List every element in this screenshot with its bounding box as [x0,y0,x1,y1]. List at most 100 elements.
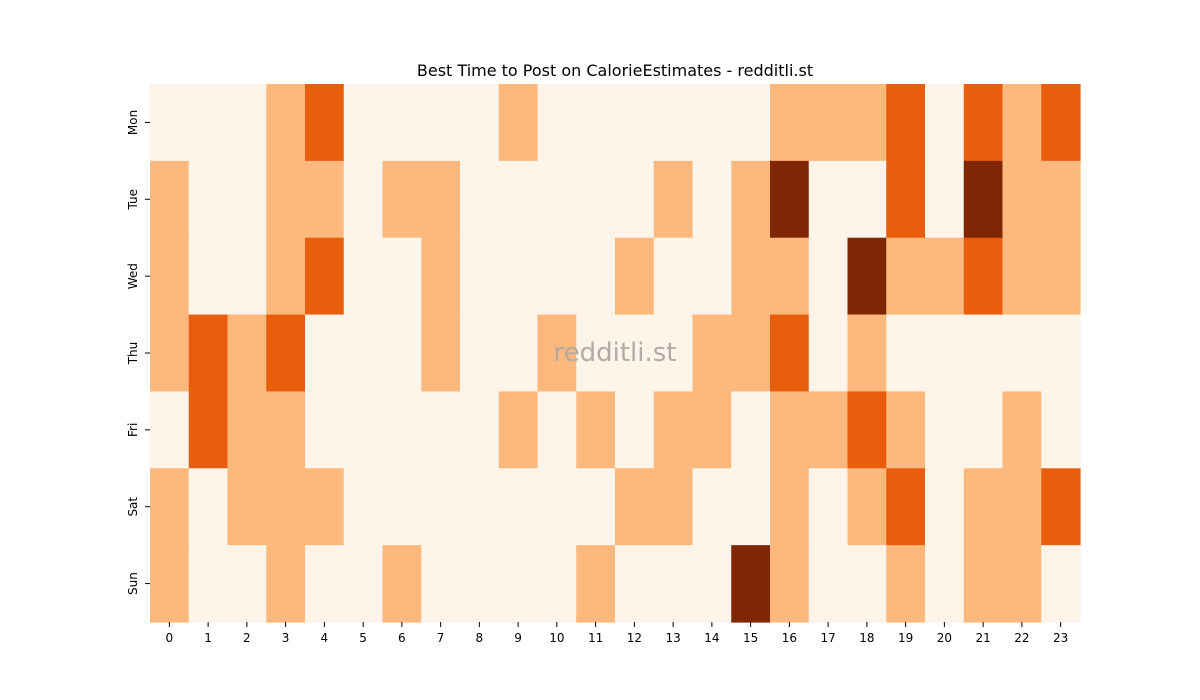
heatmap-cell-sat-1 [188,468,229,546]
x-tick-label-21: 21 [975,631,990,645]
chart-title: Best Time to Post on CalorieEstimates - … [417,61,813,80]
heatmap-cell-fri-14 [692,391,732,469]
heatmap-cell-tue-18 [847,160,887,239]
heatmap-cell-tue-9 [498,160,539,239]
heatmap-cell-tue-23 [1041,160,1081,239]
heatmap-cell-sun-18 [847,545,887,623]
heatmap-cell-tue-13 [653,160,694,239]
heatmap-cell-sat-20 [925,468,965,546]
heatmap-cell-sat-19 [886,468,926,546]
heatmap-cell-wed-9 [498,237,539,316]
heatmap-cell-sat-4 [305,468,345,546]
heatmap-cell-thu-0 [150,314,190,393]
heatmap-cell-thu-7 [421,314,461,393]
heatmap-cell-sat-5 [343,468,384,546]
heatmap-cell-sun-12 [615,545,655,623]
heatmap-cell-mon-14 [692,84,732,162]
heatmap-cell-mon-16 [770,84,810,162]
heatmap-cell-wed-21 [963,237,1004,316]
x-tick-label-18: 18 [859,631,874,645]
heatmap-cell-wed-8 [460,237,500,316]
heatmap-cell-sun-19 [886,545,926,623]
heatmap-cell-sat-0 [150,468,190,546]
heatmap-cell-sat-3 [266,468,306,546]
heatmap-cell-sun-3 [266,545,306,623]
heatmap-cell-sat-16 [770,468,810,546]
heatmap-cell-thu-5 [343,314,384,393]
heatmap-cell-tue-20 [925,160,965,239]
x-tick-label-15: 15 [743,631,758,645]
heatmap-cell-sat-7 [421,468,461,546]
heatmap-cell-mon-3 [266,84,306,162]
heatmap-cell-thu-23 [1041,314,1081,393]
heatmap-cell-sat-22 [1002,468,1042,546]
x-tick-label-7: 7 [437,631,445,645]
x-tick-label-12: 12 [627,631,642,645]
heatmap-cell-mon-10 [537,84,577,162]
heatmap-cell-tue-6 [382,160,422,239]
y-tick-label-sat: Sat [126,497,140,517]
x-tick-label-13: 13 [665,631,680,645]
heatmap-cell-wed-12 [615,237,655,316]
heatmap-cell-wed-14 [692,237,732,316]
x-axis: 0 1 2 3 4 5 6 7 8 9 10 11 12 13 14 15 16 17 18 19 20 21 22 23 [166,622,1068,645]
heatmap-cell-mon-21 [963,84,1004,162]
heatmap-cell-sat-18 [847,468,887,546]
heatmap-cell-sun-17 [808,545,849,623]
heatmap-cell-thu-14 [692,314,732,393]
heatmap-cell-mon-15 [731,84,771,162]
heatmap-cell-wed-10 [537,237,577,316]
heatmap-cell-tue-0 [150,160,190,239]
x-tick-label-6: 6 [398,631,406,645]
heatmap-cell-sat-12 [615,468,655,546]
heatmap-cell-wed-13 [653,237,694,316]
heatmap-cell-fri-19 [886,391,926,469]
heatmap-cell-mon-9 [498,84,539,162]
heatmap-cell-mon-5 [343,84,384,162]
heatmap-cell-sat-13 [653,468,694,546]
heatmap-cell-sun-20 [925,545,965,623]
heatmap-cell-mon-4 [305,84,345,162]
x-tick-label-23: 23 [1053,631,1068,645]
x-tick-label-19: 19 [898,631,913,645]
heatmap-cell-fri-12 [615,391,655,469]
heatmap-cell-tue-8 [460,160,500,239]
heatmap-cell-thu-21 [963,314,1004,393]
heatmap-cell-fri-1 [188,391,229,469]
y-tick-label-tue: Tue [126,189,140,211]
heatmap-cell-thu-11 [576,314,616,393]
heatmap-cell-thu-12 [615,314,655,393]
heatmap-cell-sun-11 [576,545,616,623]
watermark-text: redditli.st [554,338,677,368]
heatmap-cell-mon-19 [886,84,926,162]
heatmap-cell-sun-8 [460,545,500,623]
heatmap-cell-sun-10 [537,545,577,623]
heatmap-cell-mon-13 [653,84,694,162]
heatmap-cell-mon-1 [188,84,229,162]
heatmap-cell-fri-5 [343,391,384,469]
x-tick-label-10: 10 [549,631,564,645]
x-tick-label-5: 5 [359,631,367,645]
heatmap-cell-fri-18 [847,391,887,469]
heatmap-cell-sat-17 [808,468,849,546]
heatmap-cell-sun-22 [1002,545,1042,623]
heatmap-cell-tue-12 [615,160,655,239]
heatmap-cell-tue-10 [537,160,577,239]
heatmap-cell-tue-15 [731,160,771,239]
heatmap-cell-wed-3 [266,237,306,316]
heatmap-cell-thu-4 [305,314,345,393]
heatmap-cell-sun-0 [150,545,190,623]
heatmap-cell-fri-0 [150,391,190,469]
y-tick-label-sun: Sun [126,572,140,595]
heatmap-cell-fri-6 [382,391,422,469]
heatmap-cell-mon-22 [1002,84,1042,162]
heatmap-cell-thu-22 [1002,314,1042,393]
heatmap-cell-sat-8 [460,468,500,546]
x-tick-label-3: 3 [282,631,290,645]
heatmap-cell-mon-12 [615,84,655,162]
heatmap-cell-thu-13 [653,314,694,393]
x-tick-label-20: 20 [937,631,952,645]
heatmap-cell-fri-22 [1002,391,1042,469]
heatmap-cell-mon-6 [382,84,422,162]
heatmap-cell-mon-23 [1041,84,1081,162]
